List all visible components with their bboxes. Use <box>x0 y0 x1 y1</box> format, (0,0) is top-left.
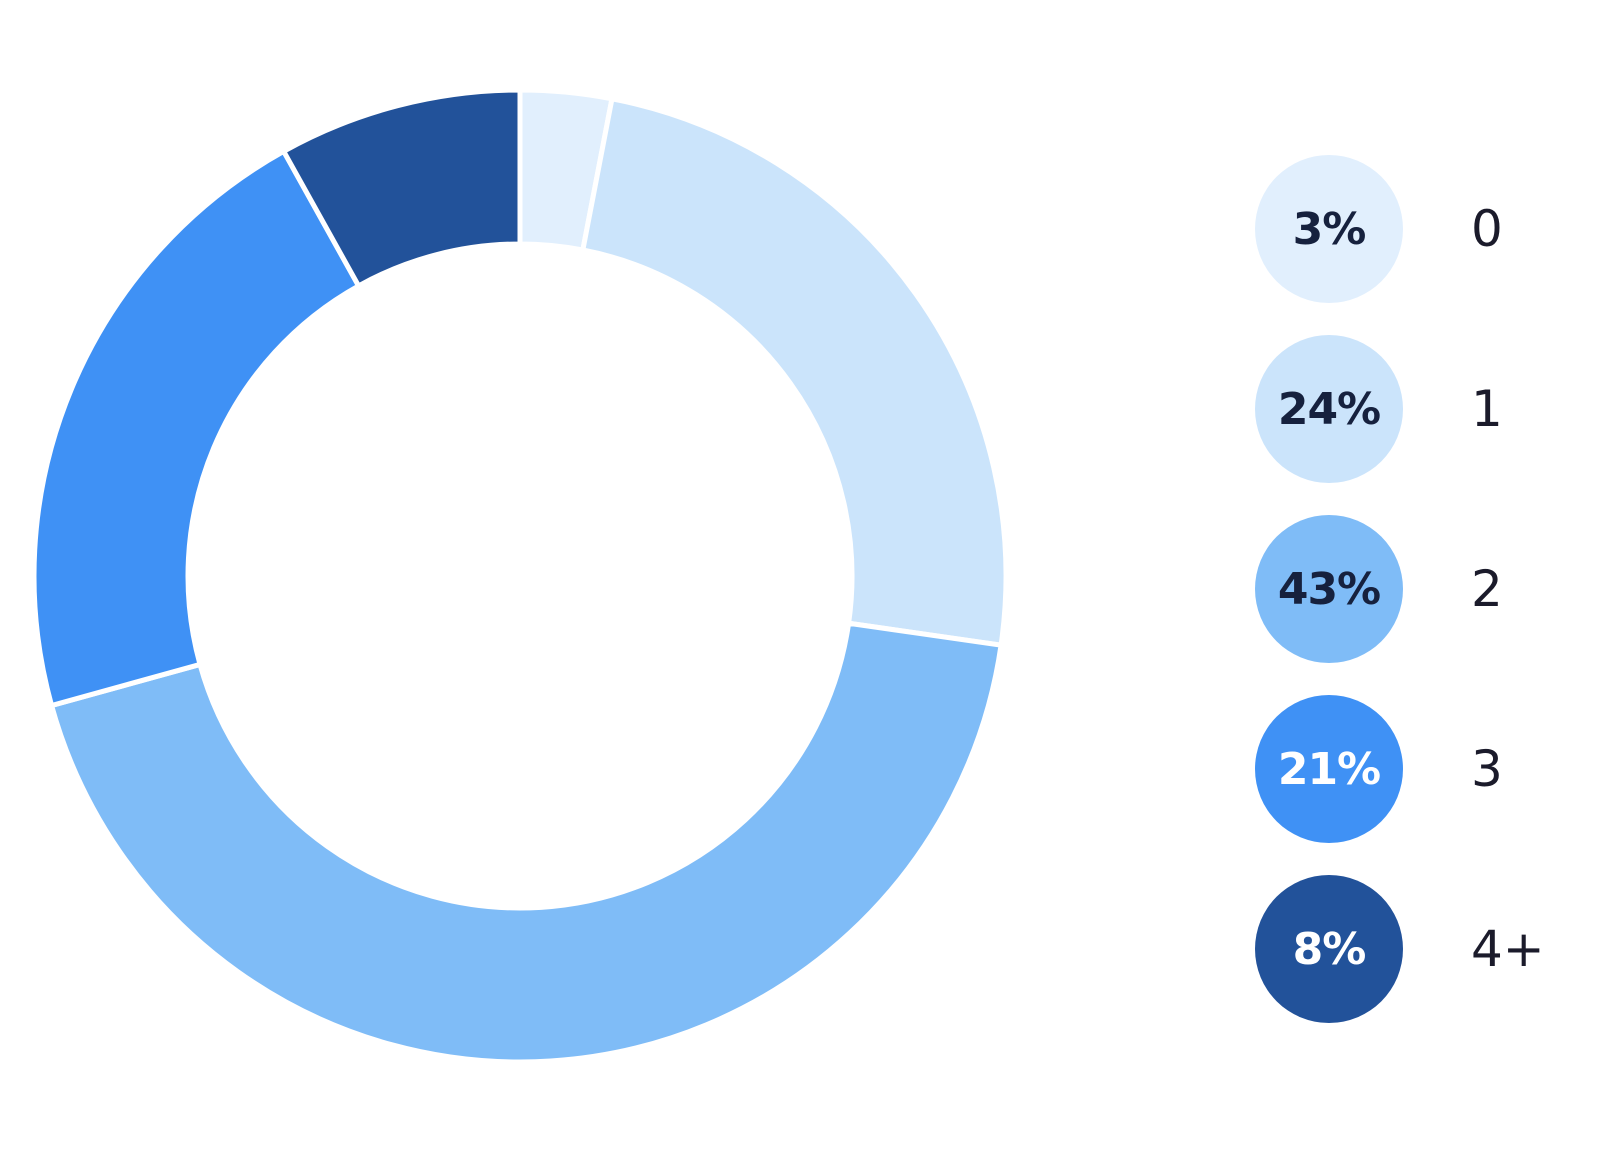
legend-item: 24% 1 <box>1255 335 1575 483</box>
legend-percent-badge: 8% <box>1255 875 1403 1023</box>
donut-slice-1 <box>579 95 1009 648</box>
donut-slice-2 <box>48 620 1004 1065</box>
legend-percent-badge: 3% <box>1255 155 1403 303</box>
legend-category-label: 3 <box>1471 740 1503 798</box>
legend-category-label: 4+ <box>1471 920 1545 978</box>
legend-category-label: 2 <box>1471 560 1503 618</box>
legend-item: 3% 0 <box>1255 155 1575 303</box>
legend-item: 21% 3 <box>1255 695 1575 843</box>
legend-percent-badge: 43% <box>1255 515 1403 663</box>
donut-slice-4plus <box>280 87 523 290</box>
legend-item: 43% 2 <box>1255 515 1575 663</box>
legend-category-label: 1 <box>1471 380 1503 438</box>
donut-slice-3 <box>31 147 362 709</box>
legend-category-label: 0 <box>1471 200 1503 258</box>
legend-percent-badge: 21% <box>1255 695 1403 843</box>
legend-percent-badge: 24% <box>1255 335 1403 483</box>
legend: 3% 0 24% 1 43% 2 21% 3 8% 4+ <box>1255 155 1575 1055</box>
legend-item: 8% 4+ <box>1255 875 1575 1023</box>
donut-chart <box>31 87 1009 1065</box>
